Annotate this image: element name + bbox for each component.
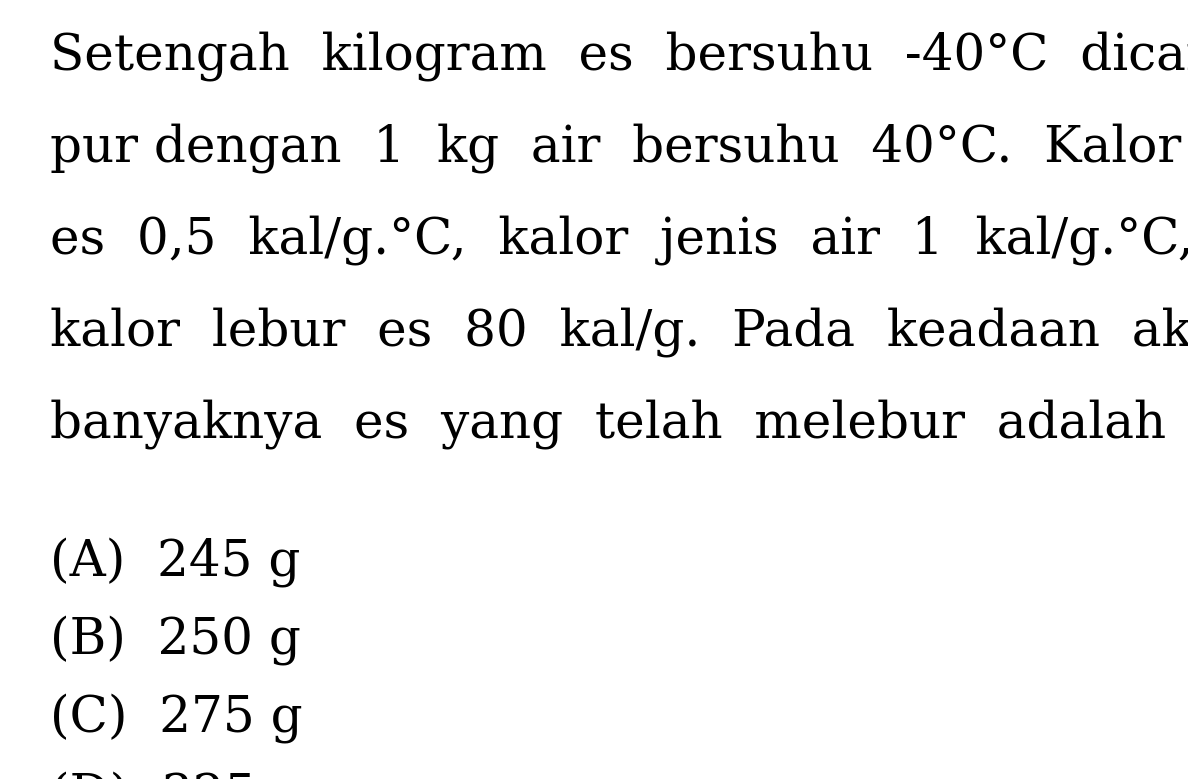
Text: es  0,5  kal/g.°C,  kalor  jenis  air  1  kal/g.°C,  dan: es 0,5 kal/g.°C, kalor jenis air 1 kal/g… xyxy=(50,215,1188,265)
Text: kalor  lebur  es  80  kal/g.  Pada  keadaan  akhir,: kalor lebur es 80 kal/g. Pada keadaan ak… xyxy=(50,307,1188,357)
Text: pur dengan  1  kg  air  bersuhu  40°C.  Kalor jenis: pur dengan 1 kg air bersuhu 40°C. Kalor … xyxy=(50,123,1188,173)
Text: banyaknya  es  yang  telah  melebur  adalah  ….: banyaknya es yang telah melebur adalah …… xyxy=(50,399,1188,449)
Text: (A)  245 g: (A) 245 g xyxy=(50,538,301,587)
Text: Setengah  kilogram  es  bersuhu  -40°C  dicam-: Setengah kilogram es bersuhu -40°C dicam… xyxy=(50,31,1188,81)
Text: (C)  275 g: (C) 275 g xyxy=(50,693,303,743)
Text: (D)  325 g: (D) 325 g xyxy=(50,771,304,779)
Text: (B)  250 g: (B) 250 g xyxy=(50,615,301,665)
